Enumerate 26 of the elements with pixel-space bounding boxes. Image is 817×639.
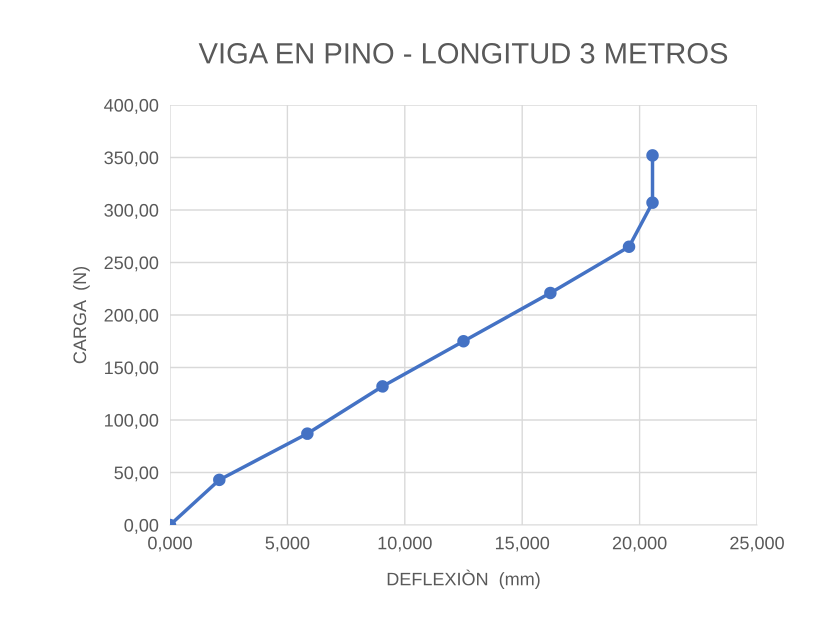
y-tick-label: 400,00 [104,98,158,114]
point [544,286,557,300]
y-tick-label: 100,00 [105,414,158,429]
y-tick-label: 250,00 [104,256,158,272]
point [646,149,659,162]
chart-title: VIGA EN PINO - LONGITUD 3 METROS [198,42,728,64]
y-tick-label: 0,00 [124,518,158,534]
y-tick-label: 350,00 [104,151,158,166]
point [213,474,226,486]
x-axis-title: DEFLEXIÒN (mm) [388,570,540,589]
x-tick-label: 20,000 [612,536,667,552]
x-tick-label: 0,000 [148,536,192,552]
y-tick-label: 50,00 [114,466,158,482]
x-tick-label: 10,000 [378,536,432,552]
point [622,240,636,253]
y-tick-label: 200,00 [104,308,158,324]
point [457,335,470,348]
point [376,380,389,393]
x-tick-label: 15,000 [496,536,550,552]
x-tick-label: 5,000 [266,536,310,552]
y-tick-label: 300,00 [104,204,158,219]
point [301,427,314,440]
y-tick-label: 150,00 [105,361,158,376]
y-axis-title: CARGA (N) [72,266,90,364]
x-tick-label: 25,000 [730,536,784,552]
point [646,196,659,209]
